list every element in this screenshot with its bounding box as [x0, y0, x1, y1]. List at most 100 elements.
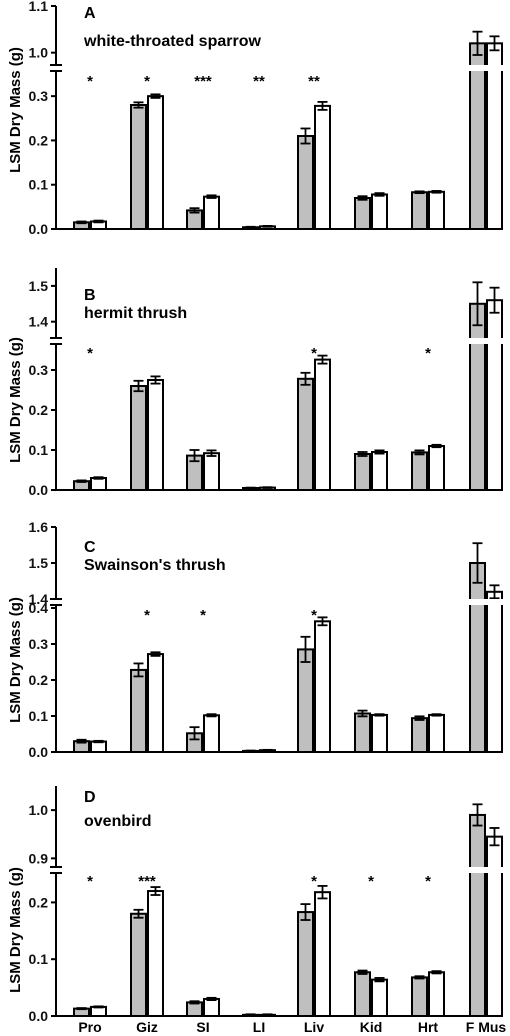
- panel-label: A: [84, 5, 96, 22]
- x-tick-label: F Mus: [466, 1019, 507, 1035]
- y-tick-label: 1.0: [29, 802, 49, 818]
- y-tick-label: 1.0: [29, 45, 49, 61]
- bar: [314, 104, 331, 230]
- bar: [486, 299, 503, 492]
- bar: [203, 452, 220, 492]
- bar: [314, 620, 331, 753]
- y-tick-label: 0.3: [29, 636, 49, 652]
- bar: [90, 477, 107, 491]
- bar: [428, 713, 445, 753]
- y-axis-label: LSM Dry Mass (g): [7, 597, 24, 723]
- y-tick-label: 0.1: [29, 442, 49, 458]
- bar: [371, 451, 388, 491]
- y-tick-label: 1.4: [29, 591, 49, 607]
- y-tick-label: 0.2: [29, 894, 49, 910]
- panel-label: C: [84, 539, 96, 556]
- significance-marker: *: [200, 607, 206, 624]
- bar: [354, 453, 371, 491]
- significance-marker: ***: [138, 873, 156, 890]
- bar: [203, 195, 220, 231]
- bar: [371, 713, 388, 753]
- bar: [486, 42, 503, 231]
- bar: [203, 997, 220, 1018]
- significance-marker: *: [144, 607, 150, 624]
- y-tick-label: 0.0: [29, 221, 49, 237]
- x-tick-label: Liv: [304, 1019, 324, 1035]
- bar: [354, 971, 371, 1017]
- y-tick-label: 1.6: [29, 519, 49, 535]
- y-tick-label: 1.5: [29, 555, 49, 571]
- y-tick-label: 0.4: [29, 600, 49, 616]
- bar: [354, 197, 371, 230]
- y-tick-label: 0.2: [29, 672, 49, 688]
- y-tick-label: 1.1: [29, 0, 49, 14]
- y-tick-label: 0.2: [29, 402, 49, 418]
- bar: [297, 377, 314, 491]
- bar: [371, 978, 388, 1018]
- bar: [147, 653, 164, 754]
- bar: [469, 562, 486, 753]
- bar: [411, 717, 428, 753]
- significance-marker: *: [311, 607, 317, 624]
- panel-title: ovenbird: [84, 813, 152, 830]
- panel-label: D: [84, 789, 96, 806]
- bar: [469, 813, 486, 1017]
- bar: [297, 135, 314, 230]
- x-tick-label: LI: [253, 1019, 265, 1035]
- bar: [486, 590, 503, 753]
- bar: [469, 302, 486, 491]
- bar-break-gap: [468, 599, 504, 605]
- y-tick-label: 0.3: [29, 88, 49, 104]
- bar-break-gap: [468, 65, 504, 71]
- bar: [486, 835, 503, 1017]
- x-tick-label: Pro: [78, 1019, 101, 1035]
- bar: [130, 668, 147, 753]
- panel-title: hermit thrush: [84, 305, 187, 322]
- bar: [297, 648, 314, 754]
- significance-marker: *: [144, 73, 150, 90]
- significance-marker: **: [308, 73, 320, 90]
- bar: [130, 912, 147, 1018]
- x-tick-label: SI: [196, 1019, 209, 1035]
- bar: [428, 190, 445, 231]
- bar-break-gap: [468, 338, 504, 344]
- significance-marker: *: [87, 345, 93, 362]
- y-axis-label: LSM Dry Mass (g): [7, 47, 24, 173]
- bar-break-gap: [468, 867, 504, 873]
- significance-marker: **: [253, 73, 265, 90]
- bar: [469, 42, 486, 231]
- significance-marker: *: [368, 873, 374, 890]
- y-tick-label: 1.4: [29, 314, 49, 330]
- significance-marker: *: [311, 345, 317, 362]
- significance-marker: *: [425, 345, 431, 362]
- panel-title: Swainson's thrush: [84, 557, 226, 574]
- bar: [147, 379, 164, 491]
- y-tick-label: 0.0: [29, 482, 49, 498]
- bar: [297, 911, 314, 1018]
- y-tick-label: 1.5: [29, 278, 49, 294]
- bar: [130, 385, 147, 491]
- panel-title: white-throated sparrow: [83, 33, 261, 50]
- bar: [354, 712, 371, 753]
- panel-label: B: [84, 287, 96, 304]
- bar: [428, 971, 445, 1017]
- x-tick-label: Kid: [360, 1019, 383, 1035]
- bar: [371, 193, 388, 230]
- bar: [314, 358, 331, 491]
- bar: [411, 451, 428, 491]
- y-tick-label: 0.1: [29, 708, 49, 724]
- bar: [411, 191, 428, 230]
- significance-marker: *: [425, 873, 431, 890]
- bar: [186, 1001, 203, 1017]
- y-tick-label: 0.2: [29, 132, 49, 148]
- bar: [314, 891, 331, 1018]
- bar: [411, 976, 428, 1017]
- y-axis-label: LSM Dry Mass (g): [7, 337, 24, 463]
- y-tick-label: 0.1: [29, 177, 49, 193]
- bar: [428, 445, 445, 491]
- y-tick-label: 0.0: [29, 1008, 49, 1024]
- x-tick-label: Giz: [136, 1019, 158, 1035]
- y-tick-label: 0.1: [29, 951, 49, 967]
- y-tick-label: 0.3: [29, 362, 49, 378]
